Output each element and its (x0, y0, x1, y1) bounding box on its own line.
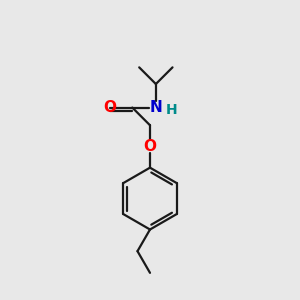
Text: O: O (143, 139, 157, 154)
Text: O: O (104, 100, 117, 115)
Text: H: H (165, 103, 177, 117)
Text: N: N (149, 100, 162, 115)
